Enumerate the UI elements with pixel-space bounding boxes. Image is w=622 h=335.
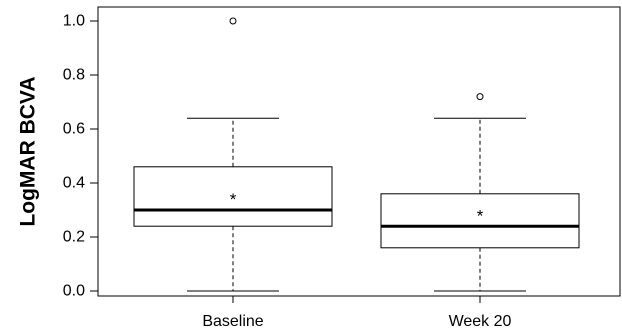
x-category-label: Week 20 [449,313,512,330]
y-tick-label: 0.6 [63,121,85,138]
mean-marker: * [477,206,484,225]
outlier-point [476,93,484,101]
y-tick-label: 0.4 [63,175,85,192]
y-axis-title: LogMAR BCVA [17,76,40,226]
x-axis: Baseline Week 20 [202,296,512,330]
mean-marker: * [230,190,237,209]
plot-frame [97,6,621,297]
y-axis: 0.0 0.2 0.4 0.6 0.8 1.0 [63,13,98,300]
box-baseline: * [133,17,333,292]
x-category-label: Baseline [202,313,263,330]
outlier-point [229,17,237,25]
iqr-box [380,193,580,249]
y-tick-label: 0.8 [63,67,85,84]
box-week-20: * [380,93,580,292]
y-tick-label: 1.0 [63,13,85,30]
box-series: ** [133,17,580,292]
iqr-box [133,166,333,227]
y-tick-label: 0.2 [63,229,85,246]
y-tick-label: 0.0 [63,283,85,300]
